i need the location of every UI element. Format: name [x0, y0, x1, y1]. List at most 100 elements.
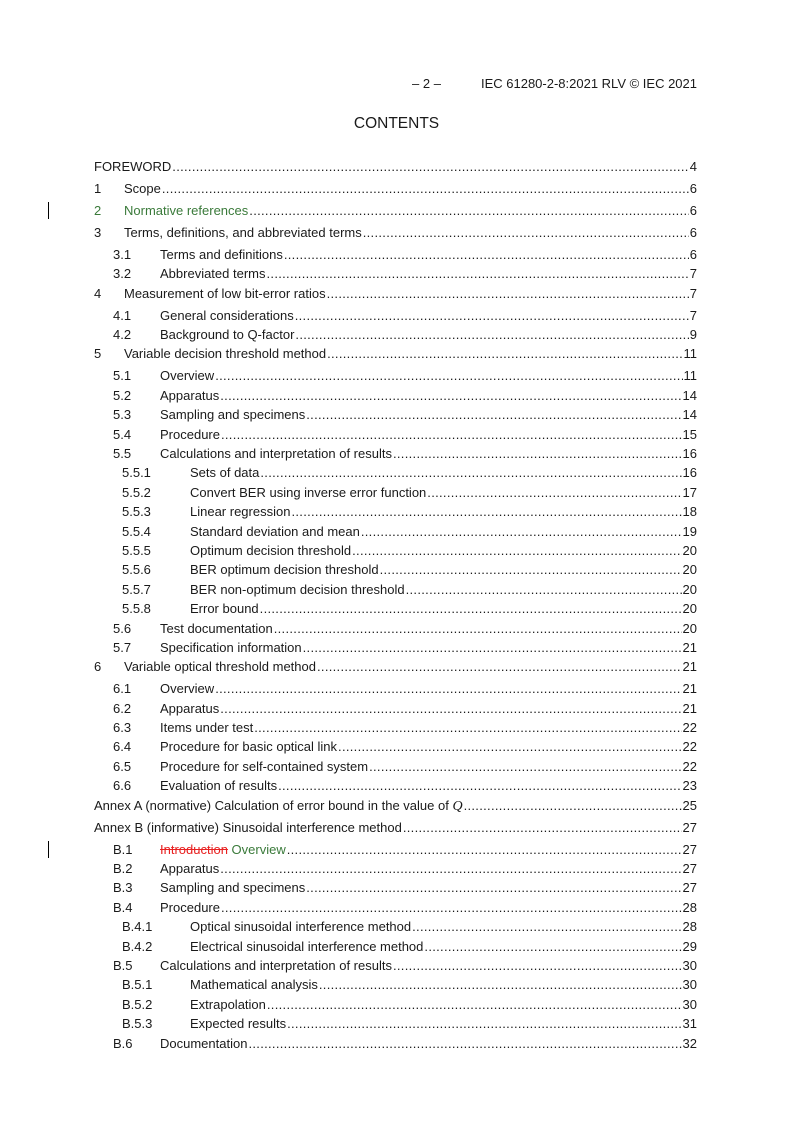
toc-entry[interactable]: 3.2 Abbreviated terms 7: [94, 264, 697, 283]
toc-entry[interactable]: 5.2 Apparatus 14: [94, 386, 697, 405]
toc-entry[interactable]: 5.4 Procedure 15: [94, 425, 697, 444]
page-number: – 2 –: [412, 76, 441, 91]
title-text: Items under test: [160, 720, 254, 736]
toc-entry[interactable]: B.6 Documentation 32: [94, 1034, 697, 1053]
toc-entry[interactable]: B.2 Apparatus 27: [94, 859, 697, 878]
title-text: Background to Q-factor: [160, 327, 295, 343]
toc-title: Abbreviated terms: [160, 264, 266, 283]
toc-entry[interactable]: 5.5.2 Convert BER using inverse error fun…: [94, 483, 697, 502]
toc-entry[interactable]: B.1 Introduction Overview 27: [48, 840, 697, 859]
title-text: Procedure for basic optical link: [160, 739, 338, 755]
toc-title: Linear regression: [190, 502, 290, 521]
toc-number: 1: [94, 180, 102, 196]
toc-title: Expected results: [190, 1014, 286, 1033]
toc-number: B.5.3: [122, 1016, 153, 1032]
toc-entry[interactable]: B.4.2 Electrical sinusoidal interference …: [94, 937, 697, 956]
toc-page-number: 14: [682, 387, 697, 403]
toc-entry[interactable]: Annex A (normative) Calculation of error…: [94, 796, 697, 815]
toc-number: 5.4: [113, 426, 132, 442]
toc-entry[interactable]: B.4.1 Optical sinusoidal interference met…: [94, 917, 697, 936]
toc-entry[interactable]: B.5 Calculations and interpretation of re…: [94, 956, 697, 975]
toc-entry[interactable]: B.4 Procedure 28: [94, 898, 697, 917]
title-text: Procedure: [160, 899, 220, 915]
toc-entry[interactable]: B.3 Sampling and specimens 27: [94, 878, 697, 897]
title-text: Apparatus: [160, 387, 220, 403]
toc-page-number: 4: [689, 159, 697, 174]
toc-entry[interactable]: B.5.2 Extrapolation 30: [94, 995, 697, 1014]
toc-entry[interactable]: 5 Variable decision threshold method 11: [94, 344, 697, 363]
toc-page-number: 28: [682, 919, 697, 935]
toc-title: Overview: [160, 679, 214, 698]
dot-leader: [303, 638, 682, 657]
toc-entry[interactable]: 5.3 Sampling and specimens 14: [94, 405, 697, 424]
toc-title: Convert BER using inverse error function: [190, 483, 426, 502]
document-id: IEC 61280-2-8:2021 RLV © IEC 2021: [480, 76, 697, 91]
toc-number: 6.3: [113, 720, 132, 736]
toc-entry[interactable]: 6.2 Apparatus 21: [94, 699, 697, 718]
toc-number: B.4.1: [122, 919, 153, 935]
toc-entry[interactable]: 5.5.8 Error bound 20: [94, 599, 697, 618]
toc-title: Electrical sinusoidal interference metho…: [190, 937, 423, 956]
toc-entry[interactable]: 5.5.4 Standard deviation and mean 19: [94, 522, 697, 541]
toc-page-number: 20: [682, 601, 697, 617]
toc-entry[interactable]: 4 Measurement of low bit-error ratios 7: [94, 284, 697, 303]
toc-page-number: 21: [682, 639, 697, 655]
inserted-text: Overview: [227, 841, 286, 857]
dot-leader: [403, 818, 682, 837]
toc-page-number: 27: [682, 861, 697, 877]
toc-page-number: 6: [689, 224, 697, 240]
toc-entry[interactable]: 4.2 Background to Q-factor 9: [94, 325, 697, 344]
toc-title: Terms, definitions, and abbreviated term…: [124, 223, 362, 242]
toc-entry[interactable]: 1 Scope 6: [94, 179, 697, 198]
toc-entry[interactable]: 5.5.7 BER non-optimum decision threshold …: [94, 580, 697, 599]
toc-entry[interactable]: 3 Terms, definitions, and abbreviated ter…: [94, 223, 697, 242]
toc-entry[interactable]: 5.5.3 Linear regression 18: [94, 502, 697, 521]
title-text: Apparatus: [160, 700, 220, 716]
toc-number: 6.6: [113, 778, 132, 794]
title-text: Variable decision threshold method: [124, 346, 327, 362]
toc-entry[interactable]: 5.5.6 BER optimum decision threshold 20: [94, 560, 697, 579]
dot-leader: [172, 157, 688, 176]
page-header: – 2 – IEC 61280-2-8:2021 RLV © IEC 2021: [0, 76, 697, 91]
title-text: Overview: [160, 368, 215, 384]
dot-leader: [464, 796, 682, 815]
toc-entry[interactable]: 3.1 Terms and definitions 6: [94, 245, 697, 264]
toc-page-number: 11: [683, 346, 698, 362]
toc-entry[interactable]: B.5.3 Expected results 31: [94, 1014, 697, 1033]
toc-entry[interactable]: 2 Normative references 6: [48, 201, 697, 220]
title-text: Optical sinusoidal interference method: [190, 919, 412, 935]
title-text: Procedure for self-contained system: [160, 758, 369, 774]
toc-number: 5.1: [113, 368, 132, 384]
toc-entry[interactable]: 5.7 Specification information 21: [94, 638, 697, 657]
dot-leader: [215, 366, 682, 385]
toc-title: FOREWORD: [94, 157, 171, 176]
toc-entry[interactable]: 4.1 General considerations 7: [94, 306, 697, 325]
toc-entry[interactable]: 6 Variable optical threshold method 21: [94, 657, 697, 676]
toc-entry[interactable]: 5.5 Calculations and interpretation of re…: [94, 444, 697, 463]
toc-number: 4: [94, 285, 102, 301]
toc-entry[interactable]: 5.6 Test documentation 20: [94, 619, 697, 638]
toc-entry[interactable]: 5.5.1 Sets of data 16: [94, 463, 697, 482]
toc-entry[interactable]: 6.4 Procedure for basic optical link 22: [94, 737, 697, 756]
toc-entry[interactable]: 6.1 Overview 21: [94, 679, 697, 698]
toc-title: BER optimum decision threshold: [190, 560, 379, 579]
dot-leader: [427, 483, 681, 502]
toc-entry[interactable]: FOREWORD 4: [94, 157, 697, 176]
title-text: Terms and definitions: [160, 246, 283, 262]
toc-entry[interactable]: Annex B (informative) Sinusoidal interfe…: [94, 818, 697, 837]
toc-title: Terms and definitions: [160, 245, 283, 264]
toc-page-number: 25: [682, 797, 697, 813]
toc-number: B.6: [113, 1035, 133, 1051]
toc-title: Documentation: [160, 1034, 247, 1053]
dot-leader: [327, 344, 682, 363]
toc-entry[interactable]: B.5.1 Mathematical analysis 30: [94, 975, 697, 994]
toc-entry[interactable]: 6.3 Items under test 22: [94, 718, 697, 737]
title-text: Scope: [124, 180, 161, 196]
toc-entry[interactable]: 5.1 Overview 11: [94, 366, 697, 385]
title-text: Standard deviation and mean: [190, 523, 360, 539]
toc-entry[interactable]: 6.6 Evaluation of results 23: [94, 776, 697, 795]
toc-entry[interactable]: 5.5.5 Optimum decision threshold 20: [94, 541, 697, 560]
toc-entry[interactable]: 6.5 Procedure for self-contained system 2…: [94, 757, 697, 776]
title-text: Sampling and specimens: [160, 880, 306, 896]
